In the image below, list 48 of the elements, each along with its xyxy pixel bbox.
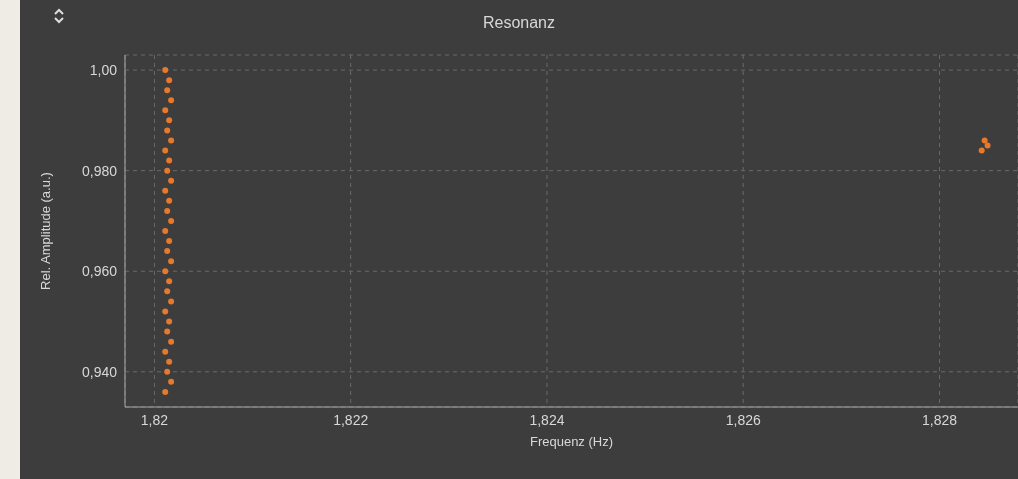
point (162, 107, 169, 114)
point (166, 157, 173, 164)
x-tick-label: 1,828 (921, 411, 958, 428)
point (164, 207, 171, 214)
y-tick-label: 0,960 (81, 263, 118, 280)
point (162, 268, 169, 275)
point (164, 288, 171, 295)
y-axis-title: Rel. Amplitude (a.u.) (37, 172, 53, 290)
x-tick-label: 1,826 (725, 411, 761, 428)
x-axis-title: Frequenz (Hz) (529, 434, 614, 450)
point (168, 217, 175, 224)
point (166, 238, 173, 245)
point (164, 127, 171, 134)
point (162, 228, 169, 234)
point (168, 97, 175, 104)
point (162, 348, 169, 355)
point (166, 117, 173, 124)
x-tick-label: 1,824 (529, 411, 565, 428)
y-tick-label: 0,980 (81, 162, 118, 179)
chart-title: Resonanz (481, 14, 556, 32)
point (168, 298, 175, 305)
point (981, 137, 988, 144)
point (984, 142, 991, 149)
point (164, 328, 171, 335)
point (164, 248, 171, 255)
point (162, 308, 169, 315)
point (162, 147, 169, 154)
point (166, 197, 173, 204)
point (168, 137, 175, 144)
point (166, 318, 173, 325)
point (978, 147, 985, 154)
y-tick-label: 0,940 (81, 363, 118, 380)
point (168, 378, 175, 385)
point (162, 67, 169, 74)
point (166, 77, 173, 84)
point (168, 177, 175, 184)
point (162, 388, 169, 395)
x-tick-label: 1,822 (333, 411, 369, 428)
point (164, 368, 171, 375)
x-tick-label: 1,82 (140, 411, 169, 428)
point (168, 258, 175, 265)
point (162, 187, 169, 194)
point (166, 278, 173, 285)
y-tick-label: 1,00 (89, 62, 118, 79)
point (168, 338, 175, 345)
point (166, 358, 173, 365)
point (164, 87, 171, 94)
point (164, 167, 171, 174)
